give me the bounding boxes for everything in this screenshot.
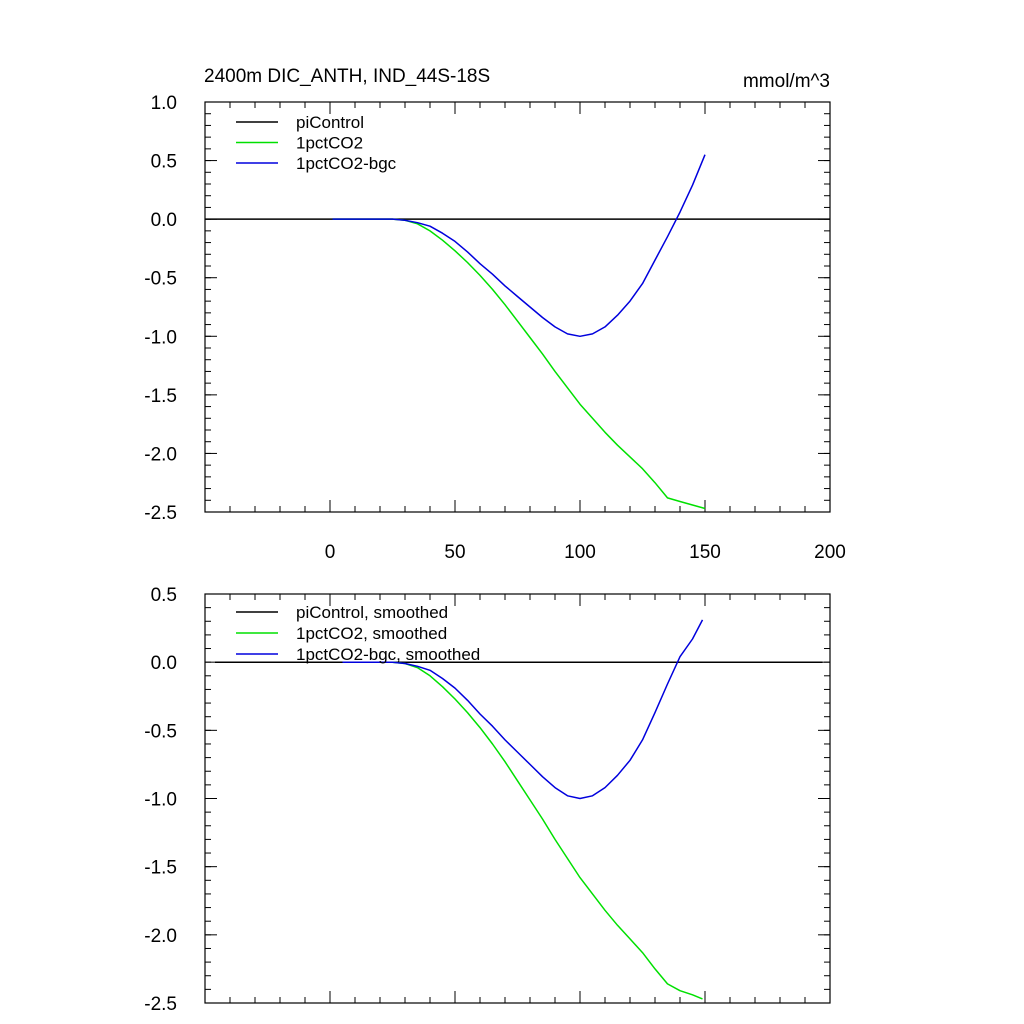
y-tick-label: -1.0: [144, 790, 177, 811]
series-line-1pctco2-bgc: [332, 154, 706, 338]
bottom-panel: 0.5 0.0 -0.5 -1.0 -1.5 -2.0 -2.5 piControl, smo…: [144, 585, 831, 1015]
legend-label: 1pctCO2-bgc: [296, 154, 397, 173]
y-tick-label: -2.0: [144, 444, 177, 465]
y-tick-label: 0.5: [151, 152, 177, 173]
legend-label: 1pctCO2: [296, 134, 363, 153]
series-line-1pctco2-smoothed: [342, 661, 703, 1000]
y-tick-label: 0.0: [151, 653, 177, 674]
y-tick-label: -0.5: [144, 721, 177, 742]
y-tick-label: -0.5: [144, 269, 177, 290]
plot-frame: [204, 101, 831, 513]
chart-title-units: mmol/m^3: [743, 71, 830, 92]
series-line-1pctco2: [332, 218, 706, 510]
top-panel: 1.0 0.5 0.0 -0.5 -1.0 -1.5 -2.0 -2.5 0 50 100 150 20…: [144, 93, 846, 563]
y-tick-label: 0.0: [151, 210, 177, 231]
legend-label: piControl: [296, 113, 364, 132]
legend-label: 1pctCO2-bgc, smoothed: [296, 645, 480, 664]
y-tick-label: -1.0: [144, 327, 177, 348]
legend-label: piControl, smoothed: [296, 603, 448, 622]
x-tick-label: 150: [689, 542, 721, 563]
x-tick-label: 200: [814, 542, 846, 563]
series-line-1pctco2-bgc-smoothed: [342, 619, 704, 800]
legend-label: 1pctCO2, smoothed: [296, 624, 447, 643]
y-tick-label: 0.5: [151, 585, 177, 606]
chart-title-left: 2400m DIC_ANTH, IND_44S-18S: [204, 66, 490, 87]
y-tick-label: -2.5: [144, 994, 177, 1015]
y-tick-label: -1.5: [144, 386, 177, 407]
y-tick-label: -2.5: [144, 503, 177, 524]
y-tick-label: 1.0: [151, 93, 177, 114]
y-tick-label: -1.5: [144, 858, 177, 879]
y-tick-label: -2.0: [144, 926, 177, 947]
x-tick-label: 50: [444, 542, 465, 563]
x-tick-label: 0: [325, 542, 336, 563]
x-tick-label: 100: [564, 542, 596, 563]
